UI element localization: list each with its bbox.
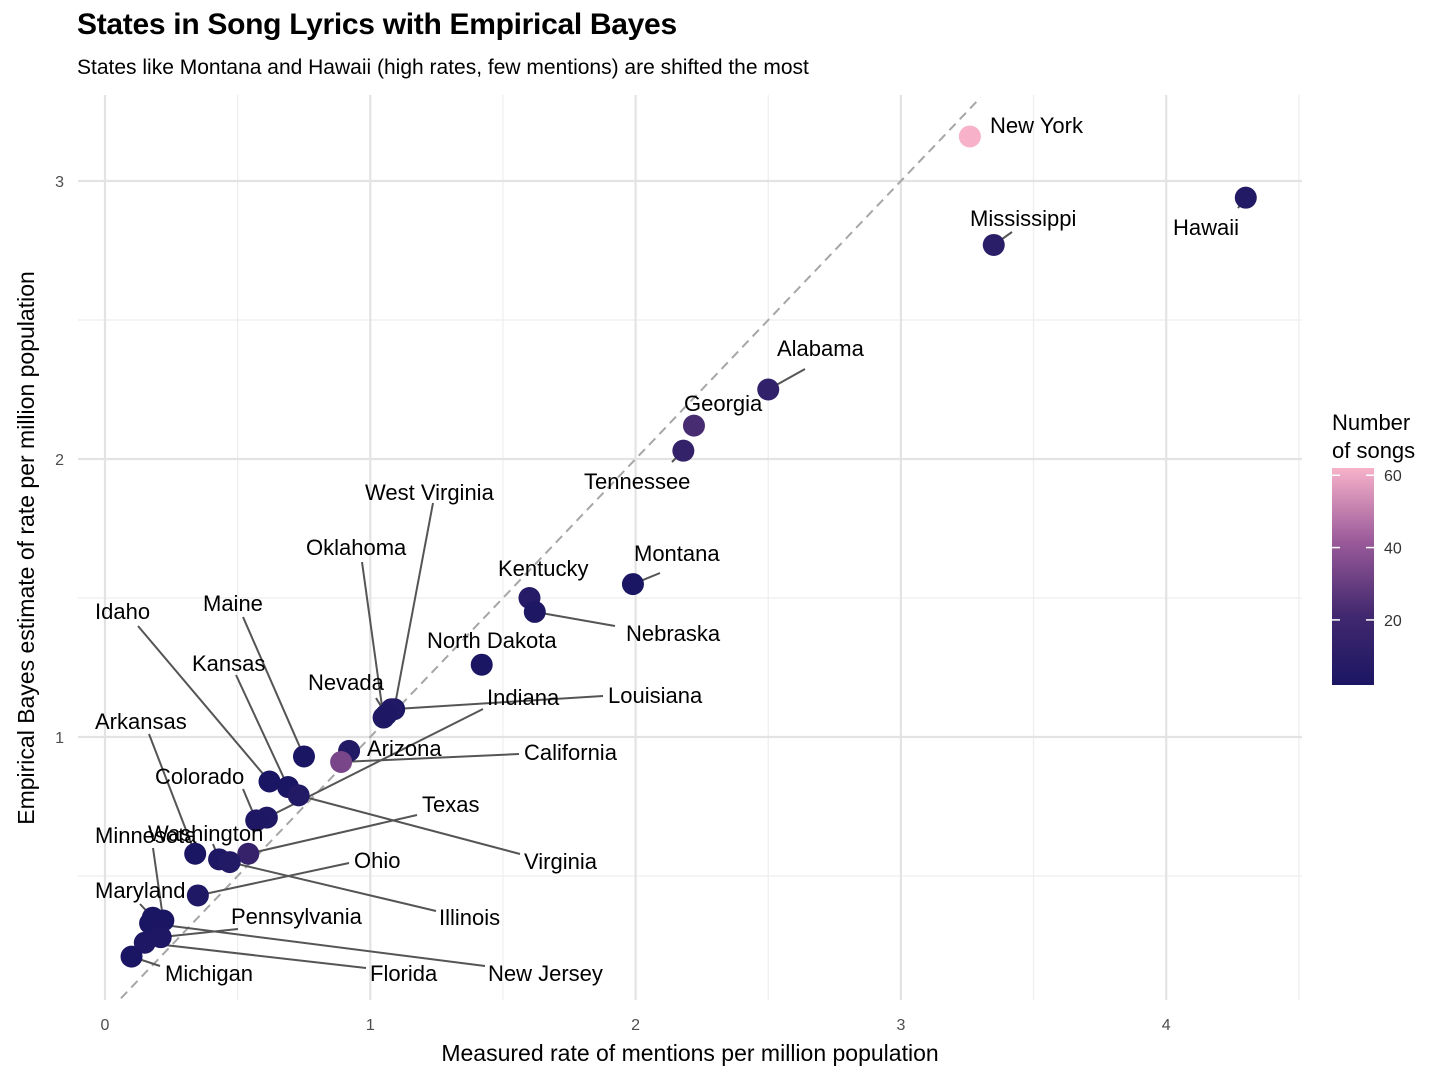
- leader-line-nebraska: [534, 610, 616, 627]
- leader-line-kansas: [235, 674, 289, 788]
- x-tick-label: 3: [896, 1017, 905, 1034]
- point-new-york: [958, 125, 981, 148]
- label-tennessee: Tennessee: [584, 469, 690, 494]
- label-colorado: Colorado: [155, 764, 244, 789]
- y-axis-title: Empirical Bayes estimate of rate per mil…: [13, 271, 39, 825]
- identity-reference-line: [120, 96, 982, 1000]
- leader-line-pennsylvania: [160, 928, 239, 939]
- y-tick-label: 2: [55, 452, 64, 469]
- x-tick-label: 0: [101, 1017, 110, 1034]
- point-north-dakota: [470, 653, 493, 676]
- label-kentucky: Kentucky: [498, 556, 589, 581]
- label-north-dakota: North Dakota: [427, 628, 557, 653]
- legend-ticks: 20 40 60: [1332, 468, 1402, 630]
- point-nebraska: [523, 600, 546, 623]
- label-nevada: Nevada: [308, 670, 385, 695]
- leader-line-oklahoma: [361, 561, 385, 718]
- label-indiana: Indiana: [487, 685, 560, 710]
- point-michigan: [120, 945, 143, 968]
- y-tick-label: 1: [55, 730, 64, 747]
- x-tick-label: 2: [631, 1017, 640, 1034]
- point-colorado: [245, 809, 268, 832]
- leader-line-ohio: [197, 862, 350, 897]
- axis-ticks: 0 1 2 3 4 1 2 3: [55, 174, 1171, 1034]
- label-leader-lines: [131, 197, 1247, 969]
- label-maine: Maine: [203, 591, 263, 616]
- x-tick-label: 1: [366, 1017, 375, 1034]
- legend-title-line-2: of songs: [1332, 438, 1415, 463]
- label-florida: Florida: [370, 961, 438, 986]
- label-arkansas: Arkansas: [95, 709, 187, 734]
- color-legend: Number of songs 20 40 60: [1332, 410, 1415, 685]
- label-california: California: [524, 740, 618, 765]
- label-kansas: Kansas: [192, 651, 265, 676]
- label-virginia: Virginia: [524, 849, 598, 874]
- point-california: [330, 751, 353, 774]
- label-texas: Texas: [422, 792, 479, 817]
- y-tick-label: 3: [55, 174, 64, 191]
- label-arizona: Arizona: [367, 736, 442, 761]
- label-nebraska: Nebraska: [626, 621, 721, 646]
- label-georgia: Georgia: [684, 391, 763, 416]
- leader-line-minnesota: [152, 847, 165, 921]
- label-mississippi: Mississippi: [970, 206, 1076, 231]
- legend-tick-label: 60: [1384, 468, 1402, 485]
- major-gridlines: [78, 95, 1302, 1000]
- label-alabama: Alabama: [777, 336, 865, 361]
- label-ohio: Ohio: [354, 848, 400, 873]
- point-maine: [292, 745, 315, 768]
- label-new-york: New York: [990, 113, 1084, 138]
- point-tennessee: [672, 439, 695, 462]
- x-axis-title: Measured rate of mentions per million po…: [441, 1040, 938, 1066]
- point-georgia: [682, 414, 705, 437]
- point-labels: New York Hawaii Mississippi Alabama Georgia T…: [95, 113, 1239, 986]
- data-points: [120, 125, 1257, 968]
- legend-tick-label: 20: [1384, 613, 1402, 630]
- chart-subtitle: States like Montana and Hawaii (high rat…: [77, 56, 809, 79]
- point-texas: [237, 842, 260, 865]
- label-illinois: Illinois: [439, 905, 500, 930]
- leader-line-virginia: [298, 794, 521, 855]
- label-minnesota: Minnesota: [95, 823, 197, 848]
- leader-line-arkansas: [148, 733, 197, 855]
- point-ohio: [186, 884, 209, 907]
- legend-title-line-1: Number: [1332, 410, 1410, 435]
- label-louisiana: Louisiana: [608, 683, 703, 708]
- leader-line-texas: [248, 814, 418, 855]
- point-illinois: [218, 851, 241, 874]
- label-pennsylvania: Pennsylvania: [231, 904, 363, 929]
- minor-gridlines: [78, 95, 1302, 1000]
- label-maryland: Maryland: [95, 878, 185, 903]
- point-virginia: [287, 784, 310, 807]
- label-michigan: Michigan: [165, 961, 253, 986]
- leader-line-idaho: [137, 625, 271, 783]
- label-new-jersey: New Jersey: [488, 961, 603, 986]
- point-idaho: [258, 770, 281, 793]
- point-hawaii: [1234, 186, 1257, 209]
- leader-line-illinois: [229, 861, 437, 912]
- label-west-virginia: West Virginia: [365, 480, 495, 505]
- label-montana: Montana: [634, 541, 720, 566]
- leader-line-new-jersey: [149, 922, 486, 967]
- leader-line-west-virginia: [393, 502, 434, 710]
- x-tick-label: 4: [1162, 1017, 1171, 1034]
- chart-title: States in Song Lyrics with Empirical Bay…: [77, 8, 677, 41]
- point-mississippi: [982, 233, 1005, 256]
- leader-line-california: [341, 753, 520, 764]
- leader-line-florida: [144, 941, 367, 969]
- label-washington: Washington: [148, 821, 263, 846]
- point-montana: [621, 573, 644, 596]
- leader-line-louisiana: [391, 695, 604, 711]
- label-oklahoma: Oklahoma: [306, 535, 407, 560]
- label-hawaii: Hawaii: [1173, 215, 1239, 240]
- point-nevada: [375, 703, 398, 726]
- point-arkansas: [184, 842, 207, 865]
- point-alabama: [757, 378, 780, 401]
- point-florida: [133, 931, 156, 954]
- leader-line-maine: [242, 616, 305, 757]
- label-idaho: Idaho: [95, 599, 150, 624]
- legend-color-bar: [1332, 468, 1374, 685]
- legend-tick-label: 40: [1384, 541, 1402, 558]
